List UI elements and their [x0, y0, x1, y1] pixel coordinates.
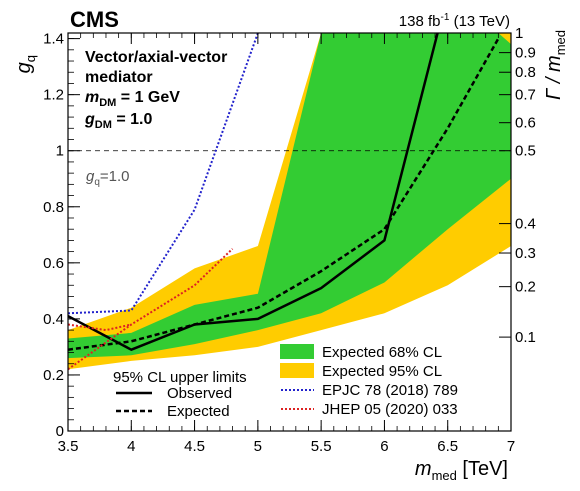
- lumi-superscript: -1: [441, 12, 450, 23]
- plot-frame: [67, 32, 512, 432]
- ref-subscript: q: [94, 177, 100, 188]
- x-tick-label: 7: [507, 438, 515, 455]
- mdm-symbol: m: [85, 89, 99, 106]
- y2-tick-label: 0.1: [515, 329, 536, 346]
- y-tick-label: 0: [56, 423, 64, 440]
- curve-observed: [68, 33, 439, 351]
- y-tick-label: 0.6: [43, 255, 64, 272]
- curve-epjc-78-2018-789: [68, 33, 259, 315]
- ref-symbol: g: [86, 168, 95, 185]
- lumi-label: 138 fb-1 (13 TeV): [399, 12, 510, 30]
- y2-tick-label: 0.5: [515, 143, 536, 160]
- legend-limits: 95% CL upper limits Observed Expected: [113, 369, 247, 420]
- x-axis-subscript: med: [432, 468, 457, 483]
- x-axis-symbol: m: [415, 458, 432, 480]
- y2-tick-label: 0.8: [515, 64, 536, 81]
- model-description: Vector/axial-vector mediator mDM = 1 GeV…: [84, 49, 227, 131]
- model-line-2: mediator: [85, 69, 153, 86]
- x-tick-label: 3.5: [58, 438, 79, 455]
- y-axis-title: gq: [13, 55, 38, 73]
- gdm-value: = 1.0: [112, 111, 153, 128]
- y-axis-symbol: g: [13, 62, 35, 73]
- x-tick-label: 5.5: [311, 438, 332, 455]
- x-tick-label: 4.5: [184, 438, 205, 455]
- legend-band68-swatch: [280, 344, 314, 359]
- legend-band95-swatch: [280, 363, 314, 378]
- legend-expected: Expected: [167, 403, 230, 420]
- gdm-subscript: DM: [95, 119, 112, 131]
- x-tick-label: 5: [254, 438, 262, 455]
- legend-bands: Expected 68% CL Expected 95% CL EPJC 78 …: [280, 344, 458, 418]
- y2-tick-label: 0.4: [515, 216, 536, 233]
- x-tick-label: 4: [127, 438, 135, 455]
- model-line-1: Vector/axial-vector: [85, 49, 227, 66]
- y2-tick-label: 1: [515, 25, 523, 42]
- curve-expected: [68, 37, 500, 351]
- y2-axis-symbol: Γ / m: [543, 55, 565, 100]
- lumi-energy: (13 TeV): [449, 13, 510, 30]
- y2-tick-label: 0.6: [515, 115, 536, 132]
- ref-value: =1.0: [100, 168, 130, 185]
- band-68: [68, 33, 511, 359]
- model-line-gdm: gDM = 1.0: [84, 111, 152, 131]
- y-tick-label: 1: [56, 143, 64, 160]
- mdm-subscript: DM: [99, 97, 116, 109]
- y-tick-label: 1.4: [43, 31, 64, 48]
- legend-epjc: EPJC 78 (2018) 789: [322, 382, 458, 399]
- y-tick-label: 0.2: [43, 367, 64, 384]
- x-axis-unit: [TeV]: [457, 458, 508, 480]
- curve-series-4: [68, 323, 132, 332]
- y2-tick-label: 0.7: [515, 87, 536, 104]
- x-tick-label: 6: [380, 438, 388, 455]
- legend-header: 95% CL upper limits: [113, 369, 247, 386]
- y-axis-subscript: q: [23, 55, 38, 62]
- y2-tick-label: 0.9: [515, 45, 536, 62]
- experiment-label: CMS: [70, 7, 119, 32]
- legend-band95: Expected 95% CL: [322, 363, 442, 380]
- gdm-symbol: g: [84, 111, 95, 128]
- y2-axis-title: Γ / mmed: [543, 30, 568, 100]
- mdm-value: = 1 GeV: [116, 89, 180, 106]
- x-tick-label: 6.5: [437, 438, 458, 455]
- x-axis-title: mmed [TeV]: [415, 458, 508, 483]
- model-line-mdm: mDM = 1 GeV: [85, 89, 180, 109]
- y2-axis-subscript: med: [553, 30, 568, 55]
- y-tick-label: 0.8: [43, 199, 64, 216]
- lumi-value: 138 fb: [399, 13, 441, 30]
- y-tick-label: 0.4: [43, 311, 64, 328]
- y-tick-label: 1.2: [43, 87, 64, 104]
- y2-tick-label: 0.3: [515, 245, 536, 262]
- legend-band68: Expected 68% CL: [322, 344, 442, 361]
- legend-observed: Observed: [167, 385, 232, 402]
- y2-tick-label: 0.2: [515, 279, 536, 296]
- reference-line-label: gq=1.0: [86, 168, 130, 188]
- legend-jhep: JHEP 05 (2020) 033: [322, 401, 458, 418]
